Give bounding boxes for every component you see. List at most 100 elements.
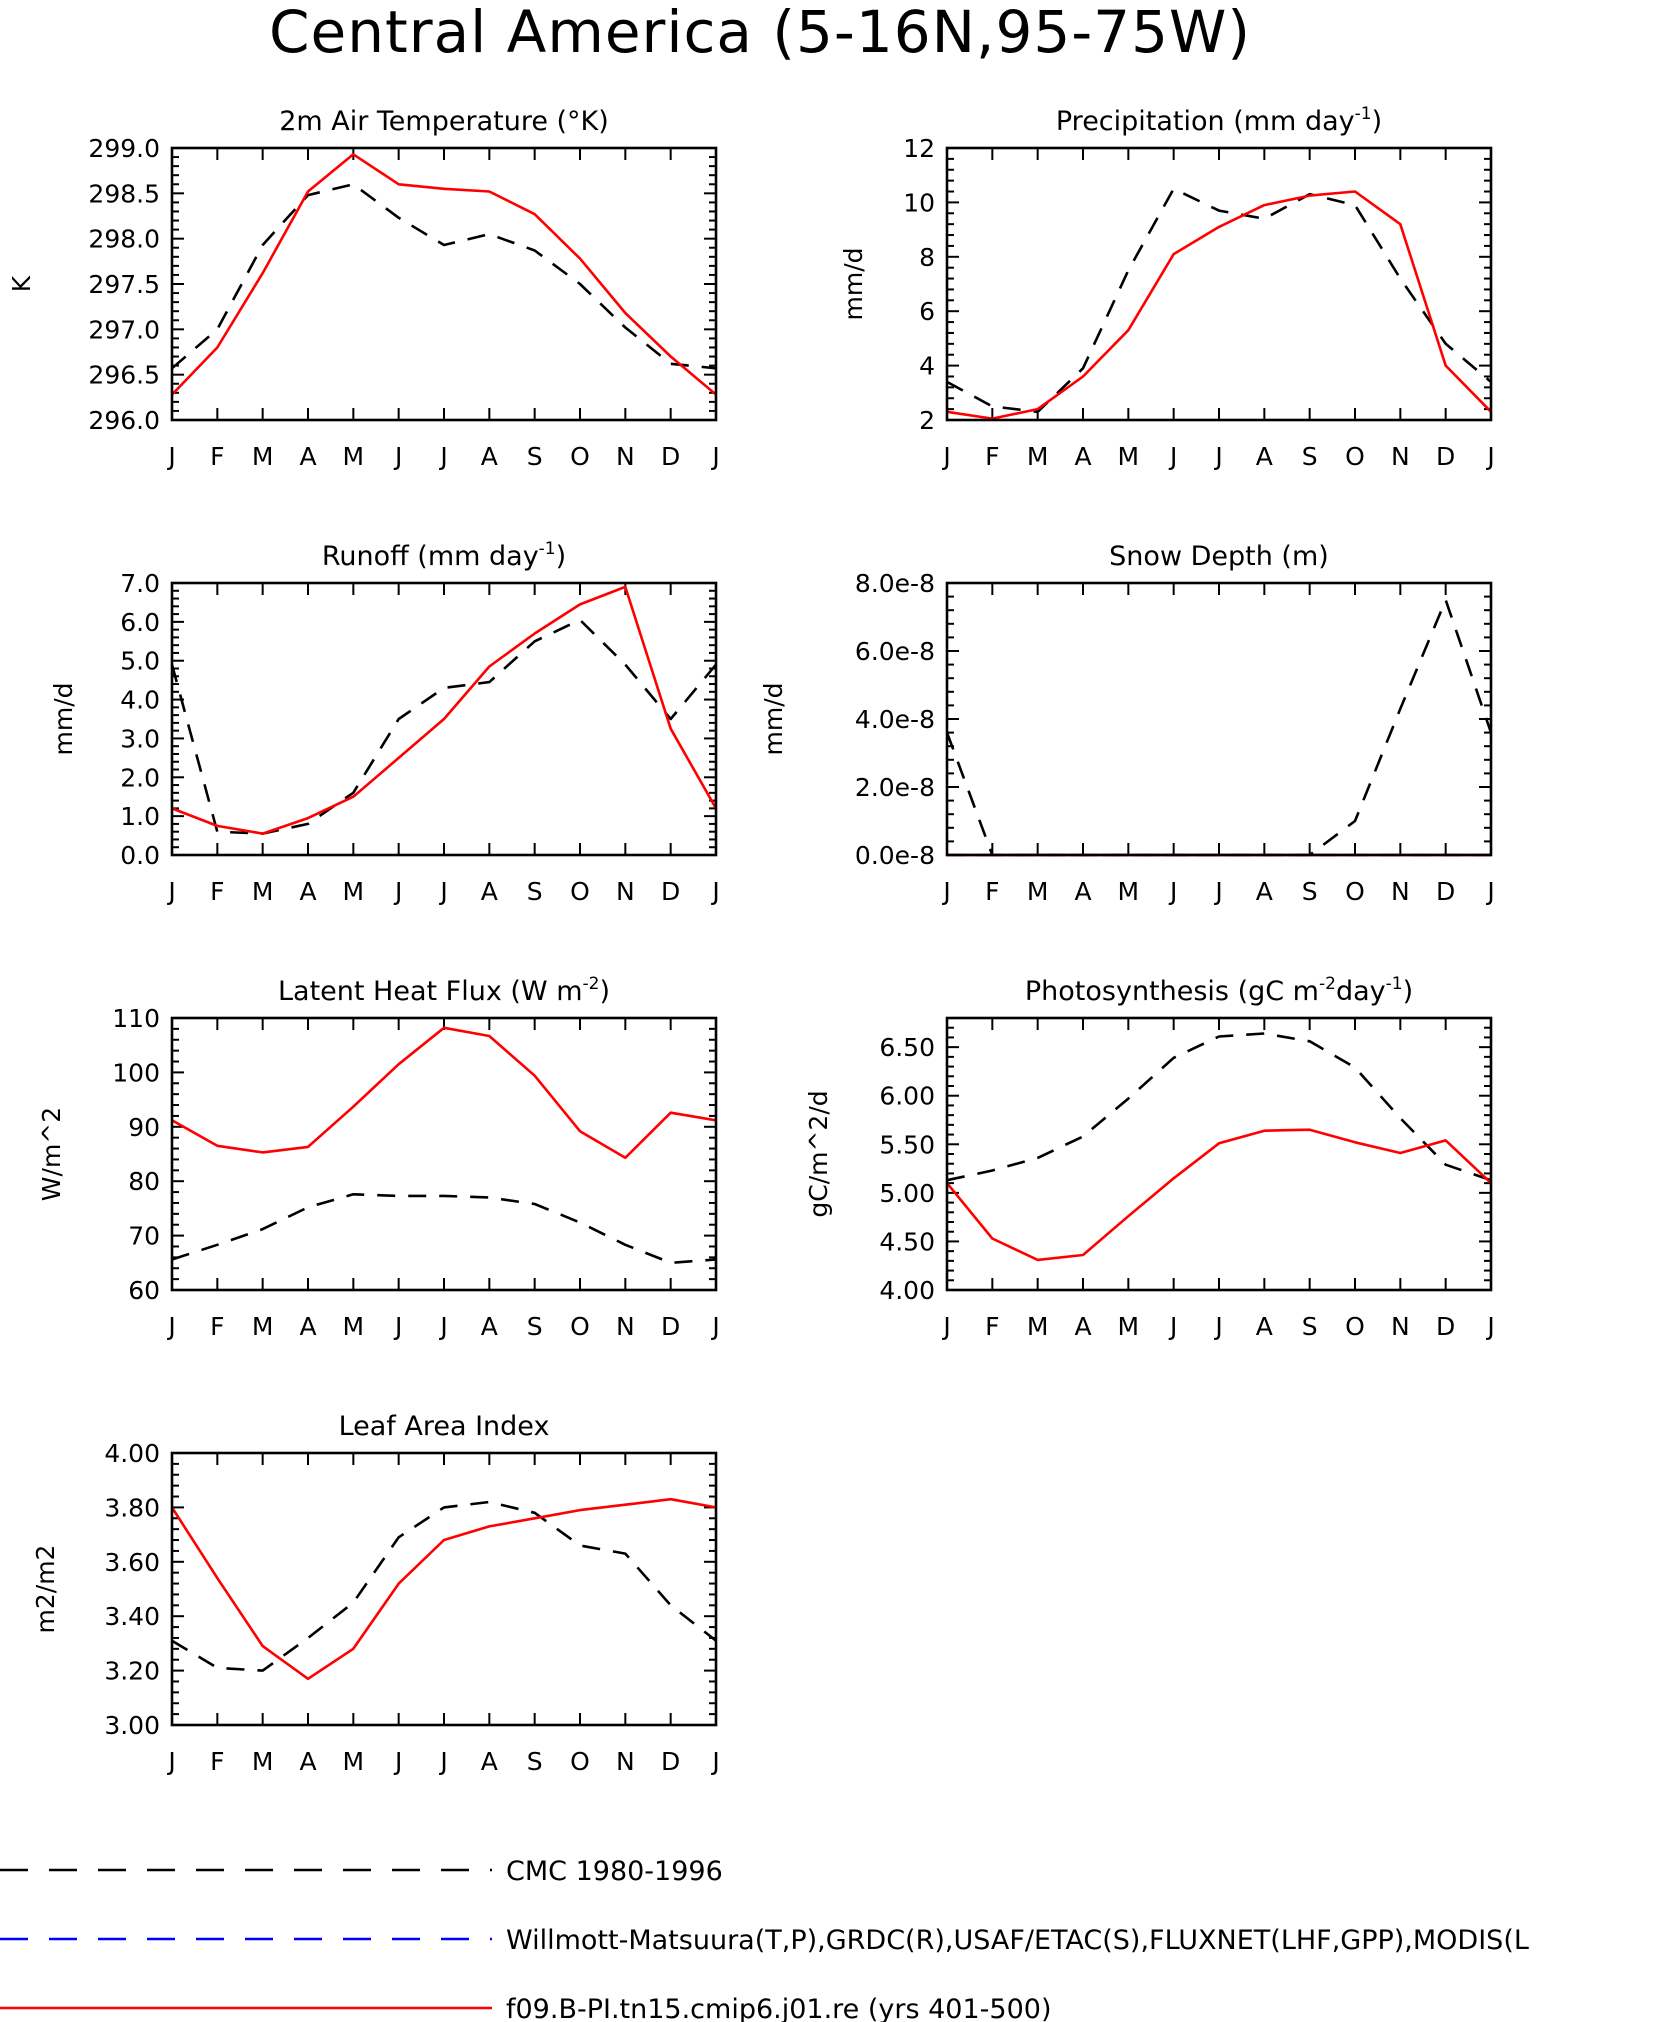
x-tick-label: J — [1168, 442, 1177, 471]
x-tick-label: J — [438, 442, 447, 471]
x-tick-label: A — [481, 877, 498, 906]
x-tick-label: M — [252, 442, 274, 471]
x-tick-label: J — [710, 1312, 719, 1341]
x-tick-label: J — [166, 1312, 175, 1341]
x-tick-label: A — [1256, 877, 1273, 906]
x-tick-label: D — [661, 1312, 680, 1341]
x-tick-label: M — [343, 442, 365, 471]
plot-frame — [945, 146, 1493, 422]
series-line-cmc — [171, 1193, 717, 1265]
y-axis-label: m2/m2 — [31, 1545, 60, 1634]
x-tick-label: J — [1485, 1312, 1494, 1341]
y-axis-label: mm/d — [759, 683, 788, 756]
x-tick-label: J — [941, 442, 950, 471]
x-tick-label: S — [1302, 442, 1318, 471]
y-tick-label: 298.5 — [88, 179, 160, 208]
x-tick-label: J — [1213, 1312, 1222, 1341]
series-line-model — [946, 190, 1492, 420]
x-tick-label: M — [343, 877, 365, 906]
x-tick-label: J — [438, 1312, 447, 1341]
panel-title: Snow Depth (m) — [1109, 541, 1329, 572]
x-tick-label: J — [438, 877, 447, 906]
y-tick-label: 5.00 — [879, 1179, 935, 1208]
y-tick-label: 4.50 — [879, 1227, 935, 1256]
x-tick-label: J — [1485, 877, 1494, 906]
x-tick-label: J — [710, 877, 719, 906]
x-tick-label: M — [1118, 1312, 1140, 1341]
x-tick-label: S — [1302, 877, 1318, 906]
x-tick-label: M — [1118, 877, 1140, 906]
legend-label: Willmott-Matsuura(T,P),GRDC(R),USAF/ETAC… — [506, 1925, 1529, 1956]
x-tick-label: O — [570, 877, 590, 906]
x-tick-label: O — [1345, 442, 1365, 471]
x-tick-label: A — [481, 1747, 498, 1776]
x-tick-label: A — [1256, 1312, 1273, 1341]
x-tick-label: A — [1074, 442, 1091, 471]
series-line-cmc — [171, 1500, 717, 1672]
x-tick-label: D — [1436, 877, 1455, 906]
y-tick-label: 110 — [112, 1004, 160, 1033]
x-tick-label: A — [299, 442, 316, 471]
y-tick-label: 3.20 — [104, 1657, 160, 1686]
x-tick-label: D — [661, 877, 680, 906]
y-tick-label: 8 — [919, 243, 935, 272]
y-tick-label: 3.0 — [120, 724, 160, 753]
y-tick-label: 5.0 — [120, 647, 160, 676]
x-tick-label: F — [210, 1312, 224, 1341]
y-tick-label: 5.50 — [879, 1130, 935, 1159]
legend-label: f09.B-PI.tn15.cmip6.j01.re (yrs 401-500) — [506, 1994, 1051, 2022]
panel-title: Precipitation (mm day-1) — [1056, 104, 1382, 137]
y-tick-label: 12 — [903, 134, 935, 163]
y-tick-label: 2.0 — [120, 763, 160, 792]
panel-title: Leaf Area Index — [339, 1411, 550, 1442]
series-line-cmc — [171, 183, 717, 370]
y-tick-label: 6.0 — [120, 608, 160, 637]
series-line-cmc — [946, 187, 1492, 414]
series-line-model — [171, 585, 718, 835]
y-tick-label: 100 — [112, 1058, 160, 1087]
x-tick-label: F — [985, 1312, 999, 1341]
x-tick-label: S — [1302, 1312, 1318, 1341]
x-tick-label: D — [661, 1747, 680, 1776]
x-tick-label: O — [570, 1747, 590, 1776]
x-tick-label: J — [1213, 442, 1222, 471]
x-tick-label: J — [1213, 877, 1222, 906]
series-line-cmc — [945, 598, 1493, 857]
x-tick-label: F — [210, 877, 224, 906]
plot-frame — [170, 1016, 718, 1292]
y-tick-label: 6.00 — [879, 1082, 935, 1111]
x-tick-label: M — [252, 1312, 274, 1341]
plot-frame — [945, 581, 1493, 857]
y-tick-label: 6.0e-8 — [855, 637, 935, 666]
x-tick-label: F — [985, 877, 999, 906]
y-axis-label: mm/d — [49, 683, 78, 756]
y-tick-label: 80 — [128, 1167, 160, 1196]
y-tick-label: 1.0 — [120, 802, 160, 831]
x-tick-label: N — [1391, 442, 1410, 471]
x-tick-label: J — [393, 1747, 402, 1776]
y-tick-label: 296.5 — [88, 361, 160, 390]
y-tick-label: 10 — [903, 188, 935, 217]
x-tick-label: F — [210, 442, 224, 471]
x-tick-label: S — [527, 877, 543, 906]
y-tick-label: 60 — [128, 1276, 160, 1305]
plot-frame — [170, 146, 718, 422]
y-tick-label: 3.40 — [104, 1602, 160, 1631]
y-tick-label: 297.0 — [88, 315, 160, 344]
y-tick-label: 3.60 — [104, 1548, 160, 1577]
x-tick-label: N — [616, 442, 635, 471]
x-tick-label: F — [985, 442, 999, 471]
panels-group: 2m Air Temperature (°K) K 296.0 296.5 297.0 2… — [7, 104, 1495, 1776]
x-tick-label: J — [710, 442, 719, 471]
x-tick-label: S — [527, 442, 543, 471]
y-axis-label: K — [7, 275, 36, 292]
y-tick-label: 2.0e-8 — [855, 773, 935, 802]
x-tick-label: F — [210, 1747, 224, 1776]
x-tick-label: A — [299, 1747, 316, 1776]
x-tick-label: J — [1485, 442, 1494, 471]
x-tick-label: N — [616, 877, 635, 906]
x-tick-label: D — [1436, 442, 1455, 471]
y-tick-label: 8.0e-8 — [855, 569, 935, 598]
